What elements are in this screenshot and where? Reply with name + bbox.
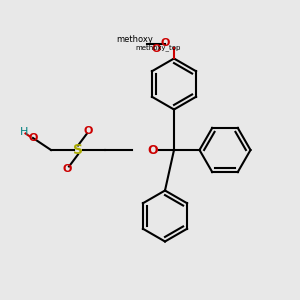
Text: O: O <box>63 164 72 175</box>
Text: methoxy_top: methoxy_top <box>135 44 180 51</box>
Text: O: O <box>84 125 93 136</box>
Text: O: O <box>151 44 161 55</box>
Text: H: H <box>20 127 28 137</box>
Text: S: S <box>73 143 83 157</box>
Text: O: O <box>28 133 38 143</box>
Text: O: O <box>148 143 158 157</box>
Text: methoxy: methoxy <box>117 35 153 44</box>
Text: O: O <box>160 38 170 49</box>
